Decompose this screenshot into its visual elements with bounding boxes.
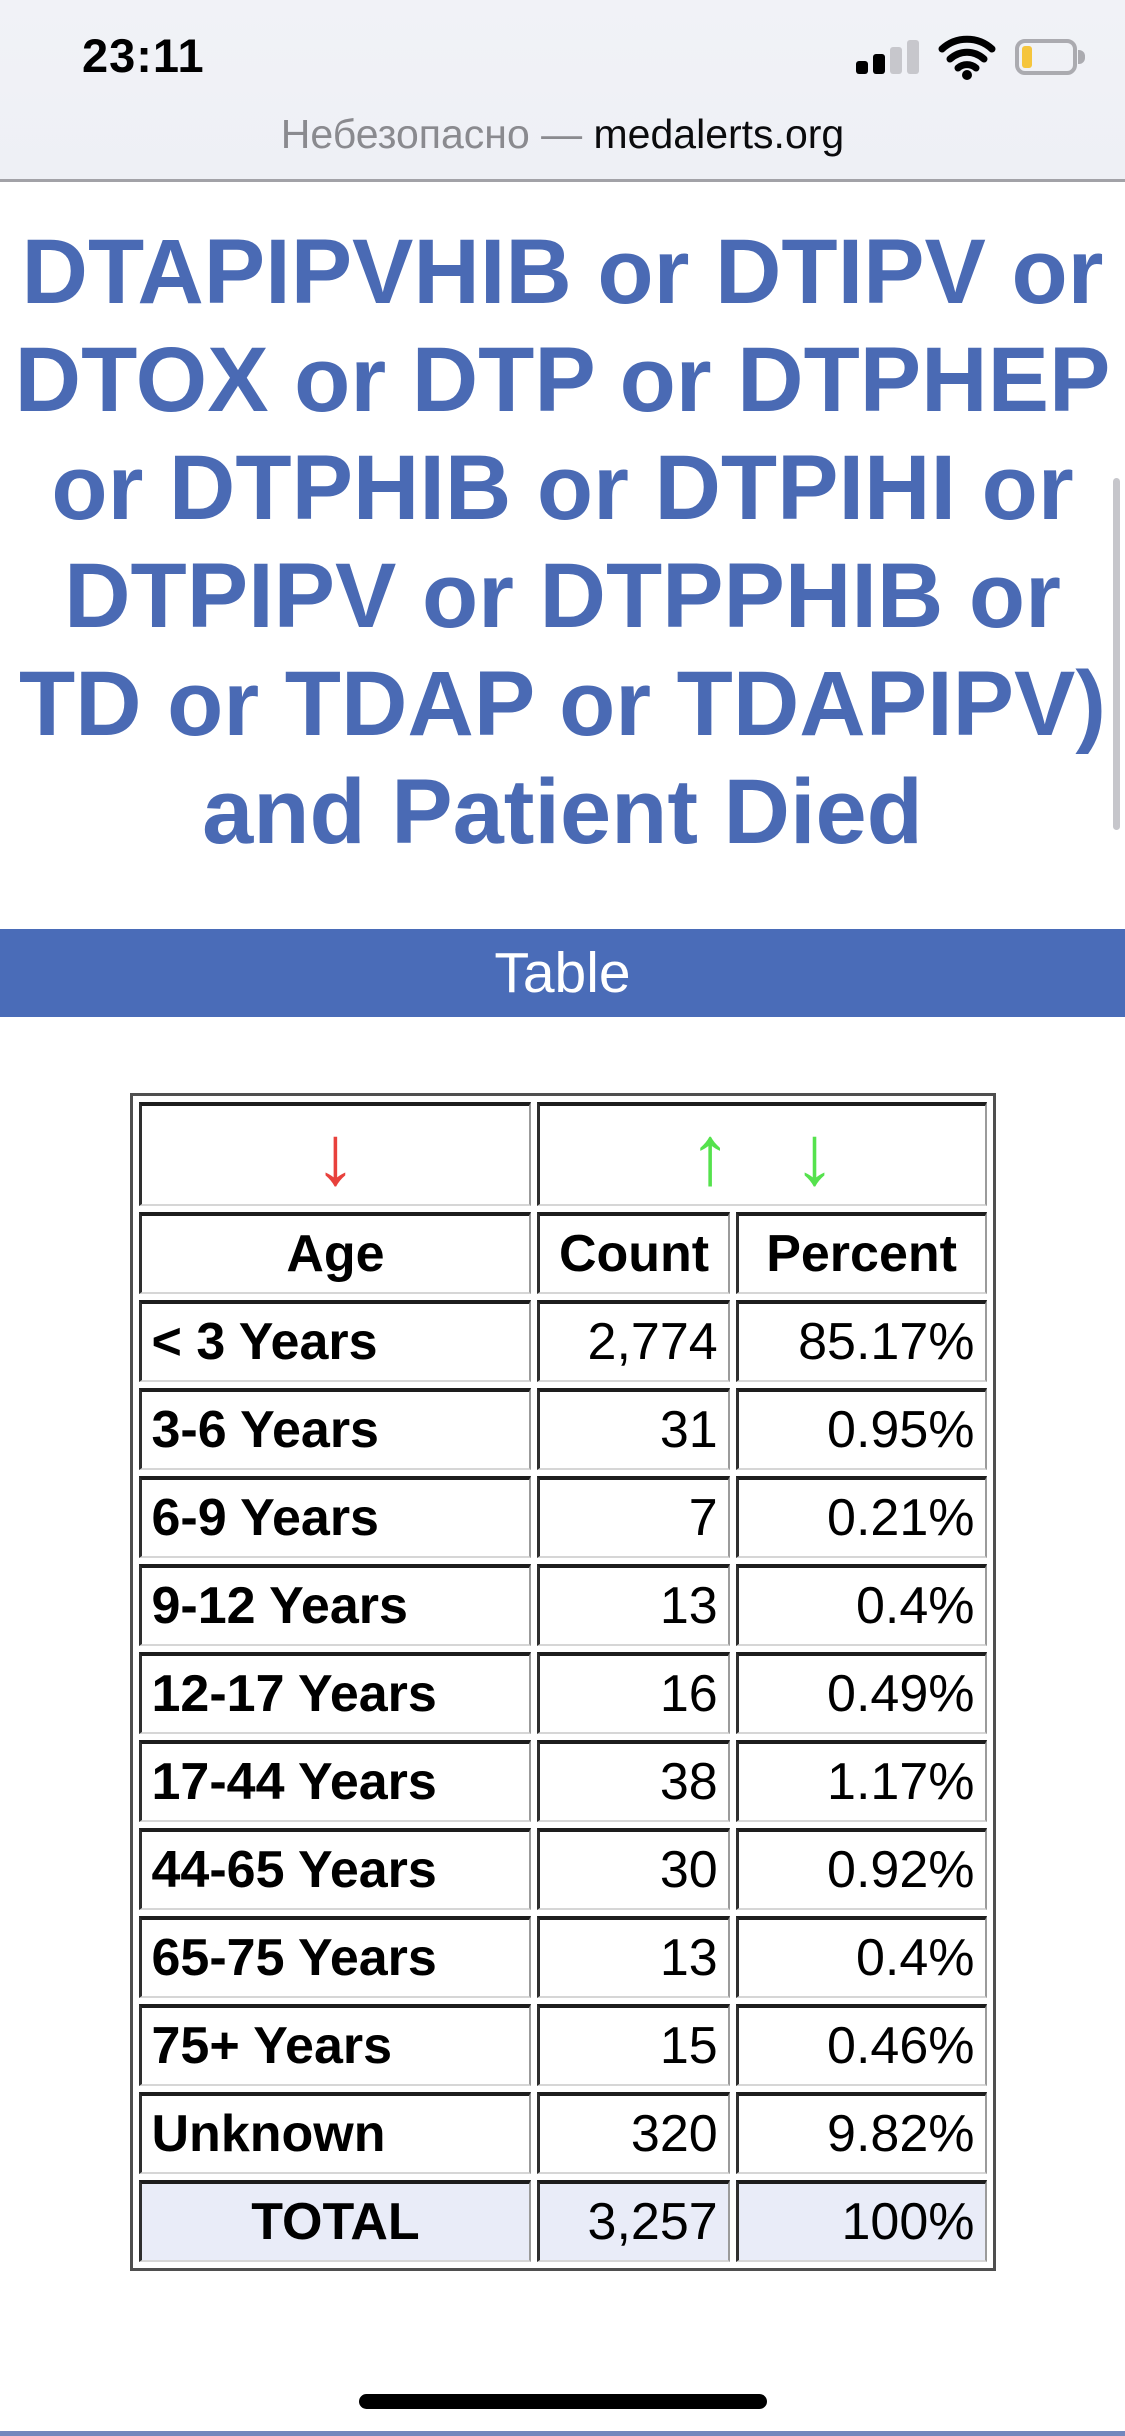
- table-row: 65-75 Years 13 0.4%: [138, 1915, 987, 1998]
- signal-bar: [873, 54, 885, 74]
- count-value: 16: [537, 1651, 730, 1734]
- scrollbar[interactable]: [1113, 478, 1120, 830]
- table-header-row: Age Count Percent: [138, 1211, 987, 1294]
- age-breakdown-table: ↓ ↑ ↓ Age Count Percent < 3 Years 2,774 …: [129, 1092, 996, 2271]
- sort-arrows-row: ↓ ↑ ↓: [138, 1101, 987, 1206]
- total-count-value: 3,257: [537, 2179, 730, 2262]
- signal-bar: [890, 47, 902, 74]
- age-value: 6-9 Years: [138, 1475, 532, 1558]
- wifi-icon: [938, 35, 996, 80]
- age-value: 65-75 Years: [138, 1915, 532, 1998]
- percent-value: 1.17%: [735, 1739, 987, 1822]
- signal-bar: [907, 40, 919, 74]
- table-row: 6-9 Years 7 0.21%: [138, 1475, 987, 1558]
- age-value: 75+ Years: [138, 2003, 532, 2086]
- percent-value: 0.4%: [735, 1563, 987, 1646]
- sort-age-descending-icon[interactable]: ↓: [314, 1107, 357, 1202]
- table-total-row: TOTAL 3,257 100%: [138, 2179, 987, 2262]
- age-value: 9-12 Years: [138, 1563, 532, 1646]
- status-bar: 23:11: [0, 0, 1125, 100]
- browser-top-chrome: 23:11 Небезопасно — medalerts.org: [0, 0, 1125, 182]
- table-row: 44-65 Years 30 0.92%: [138, 1827, 987, 1910]
- table-row: < 3 Years 2,774 85.17%: [138, 1299, 987, 1382]
- column-header-percent: Percent: [735, 1211, 987, 1294]
- url-bar[interactable]: Небезопасно — medalerts.org: [0, 104, 1125, 174]
- status-time: 23:11: [82, 29, 205, 82]
- table-row: 75+ Years 15 0.46%: [138, 2003, 987, 2086]
- battery-tip: [1078, 50, 1085, 64]
- age-value: 3-6 Years: [138, 1387, 532, 1470]
- value-sort-cell: ↑ ↓: [537, 1101, 987, 1206]
- signal-bar: [856, 61, 868, 74]
- bottom-toolbar-edge: [0, 2431, 1125, 2436]
- battery-shell: [1015, 39, 1077, 75]
- total-percent-value: 100%: [735, 2179, 987, 2262]
- table-row: 3-6 Years 31 0.95%: [138, 1387, 987, 1470]
- count-value: 38: [537, 1739, 730, 1822]
- page-title: DTAPIPVHIB or DTIPV or DTOX or DTP or DT…: [14, 221, 1111, 864]
- age-value: Unknown: [138, 2091, 532, 2174]
- home-indicator[interactable]: [358, 2394, 767, 2409]
- table-row: 12-17 Years 16 0.49%: [138, 1651, 987, 1734]
- column-header-count: Count: [537, 1211, 730, 1294]
- table-row: 17-44 Years 38 1.17%: [138, 1739, 987, 1822]
- sort-value-descending-icon[interactable]: ↓: [793, 1107, 836, 1202]
- age-value: 17-44 Years: [138, 1739, 532, 1822]
- percent-value: 0.4%: [735, 1915, 987, 1998]
- age-value: < 3 Years: [138, 1299, 532, 1382]
- count-value: 30: [537, 1827, 730, 1910]
- count-value: 31: [537, 1387, 730, 1470]
- count-value: 320: [537, 2091, 730, 2174]
- cellular-signal-icon: [856, 40, 919, 74]
- percent-value: 85.17%: [735, 1299, 987, 1382]
- percent-value: 0.92%: [735, 1827, 987, 1910]
- percent-value: 9.82%: [735, 2091, 987, 2174]
- url-domain: medalerts.org: [593, 111, 845, 157]
- status-icons: [856, 34, 1089, 80]
- security-label: Небезопасно —: [280, 111, 594, 157]
- web-page-content: DTAPIPVHIB or DTIPV or DTOX or DTP or DT…: [0, 182, 1125, 2271]
- battery-charge-level: [1022, 46, 1032, 68]
- table-row: Unknown 320 9.82%: [138, 2091, 987, 2174]
- count-value: 7: [537, 1475, 730, 1558]
- total-label: TOTAL: [138, 2179, 532, 2262]
- sort-value-ascending-icon[interactable]: ↑: [689, 1107, 732, 1202]
- column-header-age: Age: [138, 1211, 532, 1294]
- table-section-banner: Table: [0, 928, 1125, 1017]
- age-value: 12-17 Years: [138, 1651, 532, 1734]
- age-sort-cell: ↓: [138, 1101, 532, 1206]
- count-value: 13: [537, 1563, 730, 1646]
- count-value: 13: [537, 1915, 730, 1998]
- percent-value: 0.21%: [735, 1475, 987, 1558]
- table-row: 9-12 Years 13 0.4%: [138, 1563, 987, 1646]
- percent-value: 0.49%: [735, 1651, 987, 1734]
- age-value: 44-65 Years: [138, 1827, 532, 1910]
- count-value: 15: [537, 2003, 730, 2086]
- percent-value: 0.95%: [735, 1387, 987, 1470]
- count-value: 2,774: [537, 1299, 730, 1382]
- percent-value: 0.46%: [735, 2003, 987, 2086]
- battery-icon: [1015, 39, 1089, 75]
